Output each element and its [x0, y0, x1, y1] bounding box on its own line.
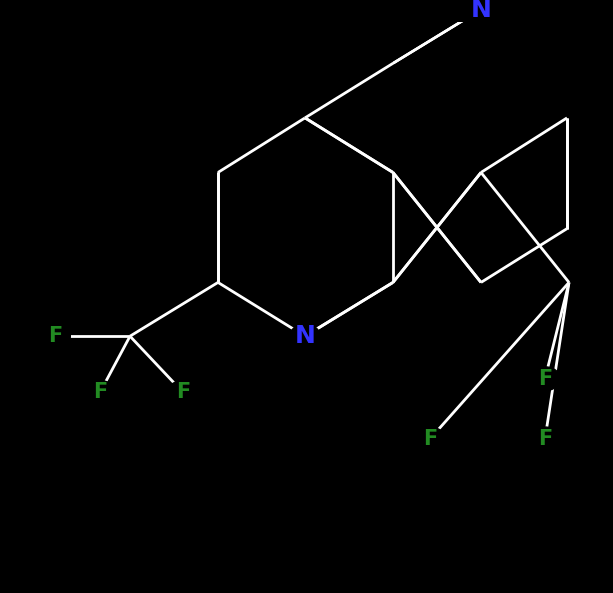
Text: F: F [538, 429, 552, 449]
Text: F: F [538, 369, 552, 389]
Circle shape [466, 0, 497, 21]
Circle shape [168, 381, 199, 404]
Circle shape [40, 324, 70, 348]
Circle shape [85, 381, 115, 404]
Circle shape [530, 427, 560, 451]
Circle shape [414, 427, 445, 451]
Text: F: F [176, 382, 190, 403]
Text: N: N [471, 0, 492, 21]
Circle shape [290, 324, 321, 348]
Text: N: N [295, 324, 316, 348]
Circle shape [530, 367, 560, 391]
Text: F: F [93, 382, 107, 403]
Text: F: F [423, 429, 437, 449]
Text: F: F [48, 326, 62, 346]
